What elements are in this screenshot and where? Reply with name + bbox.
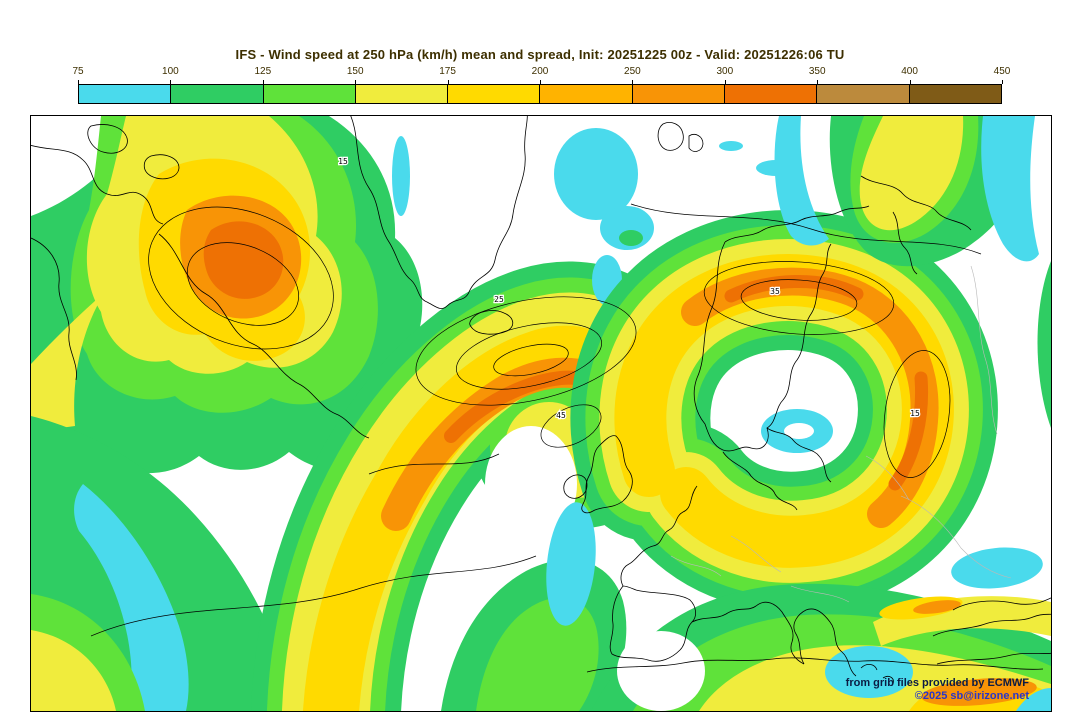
wind-speed-field [31, 116, 1051, 711]
colorbar-cell [355, 85, 449, 103]
colorbar-cell [909, 85, 1001, 103]
colorbar-tick-label: 250 [624, 66, 641, 77]
colorbar-tick-mark [262, 80, 264, 84]
colorbar-tick-label: 350 [808, 66, 826, 77]
attribution: from grib files provided by ECMWF ©2025 … [846, 677, 1029, 703]
colorbar-scale [78, 84, 1002, 104]
colorbar-tick-label: 200 [531, 66, 549, 77]
map-svg: 15 25 45 35 15 [31, 116, 1051, 711]
coastlines [31, 116, 1051, 685]
spread-contours [90, 203, 982, 637]
colorbar-tick-label: 300 [716, 66, 734, 77]
colorbar-cell [540, 85, 633, 103]
colorbar-tick-label: 150 [346, 66, 364, 77]
colorbar-tick-mark [447, 80, 449, 84]
colorbar-tick-mark [355, 80, 357, 84]
colorbar-cell [171, 85, 264, 103]
colorbar-cell [263, 85, 356, 103]
map-panel: 15 25 45 35 15 from grib files provided by E… [30, 115, 1052, 712]
colorbar-tick-mark [170, 80, 172, 84]
colorbar-tick-mark [724, 80, 726, 84]
contour-label: 25 [494, 295, 504, 304]
contour-labels-layer: 15 25 45 35 15 [337, 156, 921, 421]
colorbar-tick-mark [909, 80, 911, 84]
contour-label: 15 [910, 409, 920, 418]
colorbar-tick-label: 400 [901, 66, 918, 77]
colorbar-cell [448, 85, 541, 103]
colorbar-tick-mark [817, 80, 819, 84]
attribution-source: from grib files provided by ECMWF [845, 677, 1029, 689]
colorbar-tick-label: 175 [439, 66, 456, 77]
colorbar-cell [79, 85, 172, 103]
colorbar-cell [632, 85, 726, 103]
colorbar-tick-mark [78, 80, 79, 84]
page-title: IFS - Wind speed at 250 hPa (km/h) mean … [235, 47, 845, 62]
colorbar-tick-mark [632, 80, 634, 84]
colorbar-tick-mark [1002, 80, 1003, 84]
country-borders [670, 265, 1012, 603]
contour-label: 45 [556, 411, 566, 420]
colorbar-tick-label: 75 [72, 66, 84, 77]
attribution-copyright: ©2025 sb@irizone.net [914, 690, 1029, 702]
colorbar-ticks: 75 100 125 150 175 200 250 300 350 400 450 [72, 66, 1010, 84]
contour-label: 35 [770, 287, 780, 296]
colorbar-tick-label: 100 [162, 66, 179, 77]
colorbar-cell [725, 85, 818, 103]
colorbar-tick-label: 450 [993, 66, 1011, 77]
colorbar-cell [817, 85, 910, 103]
colorbar-tick-label: 125 [254, 66, 272, 77]
colorbar-tick-mark [540, 80, 541, 84]
contour-label: 15 [338, 157, 348, 166]
